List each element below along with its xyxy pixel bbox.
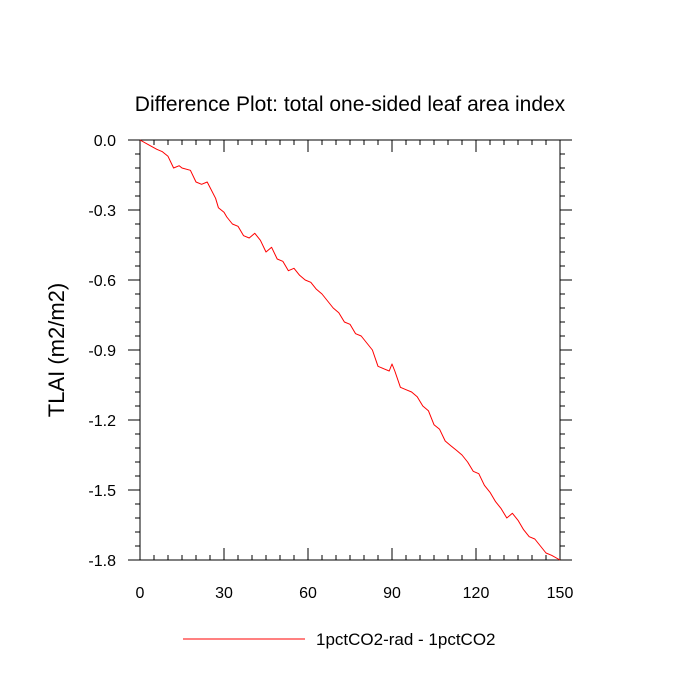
series-line xyxy=(139,139,561,561)
x-tick-label: 30 xyxy=(215,585,233,602)
y-tick-label: -1.8 xyxy=(88,553,116,570)
y-tick-label: -0.3 xyxy=(88,203,116,220)
x-tick-label: 0 xyxy=(136,585,145,602)
series-group xyxy=(139,139,561,561)
x-tick-label: 90 xyxy=(383,585,401,602)
plot-frame xyxy=(139,139,561,561)
x-tick-label: 150 xyxy=(547,585,574,602)
y-axis-label: TLAI (m2/m2) xyxy=(44,283,69,417)
y-tick-label: -0.9 xyxy=(88,343,116,360)
y-tick-label: -0.6 xyxy=(88,273,116,290)
x-tick-label: 120 xyxy=(463,585,490,602)
legend-label: 1pctCO2-rad - 1pctCO2 xyxy=(316,630,496,649)
y-tick-label: -1.2 xyxy=(88,413,116,430)
y-tick-label: -1.5 xyxy=(88,483,116,500)
y-axis: 0.0 -0.3 -0.6 -0.9 -1.2 -1.5 -1.8 xyxy=(88,133,572,570)
chart-title: Difference Plot: total one-sided leaf ar… xyxy=(135,93,566,116)
x-tick-label: 60 xyxy=(299,585,317,602)
y-tick-label: 0.0 xyxy=(94,133,116,150)
x-axis: 0 30 60 90 120 150 xyxy=(136,140,574,602)
legend: 1pctCO2-rad - 1pctCO2 xyxy=(183,630,496,649)
